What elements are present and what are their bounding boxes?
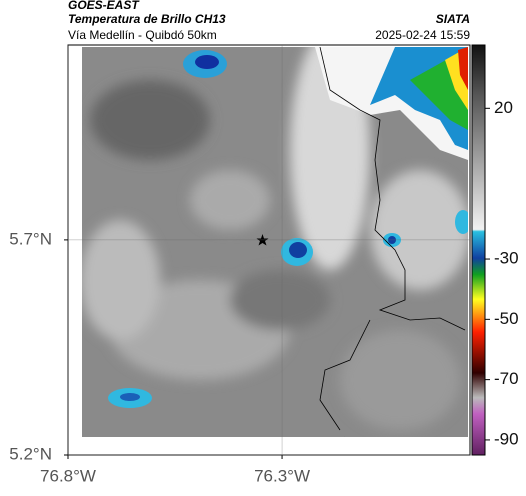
colorbar-tick-label: 20: [494, 98, 513, 117]
colorbar-tick-label: -50: [494, 309, 519, 328]
subtitle: Vía Medellín - Quibdó 50km: [68, 28, 217, 42]
colorbar-tick-label: -70: [494, 369, 519, 388]
source: GOES-EAST: [68, 0, 140, 12]
y-tick-label: 5.2°N: [9, 444, 52, 463]
colorbar-tick-label: -30: [494, 249, 519, 268]
x-tick-label: 76.3°W: [254, 466, 310, 485]
x-tick-label: 76.8°W: [40, 466, 96, 485]
colorbar: [471, 44, 486, 456]
colorbar-tick-label: -90: [494, 429, 519, 448]
title: Temperatura de Brillo CH13: [68, 12, 226, 26]
agency: SIATA: [436, 12, 470, 26]
y-tick-label: 5.7°N: [9, 229, 52, 248]
datetime: 2025-02-24 15:59: [375, 28, 470, 42]
satellite-image: [82, 47, 468, 437]
